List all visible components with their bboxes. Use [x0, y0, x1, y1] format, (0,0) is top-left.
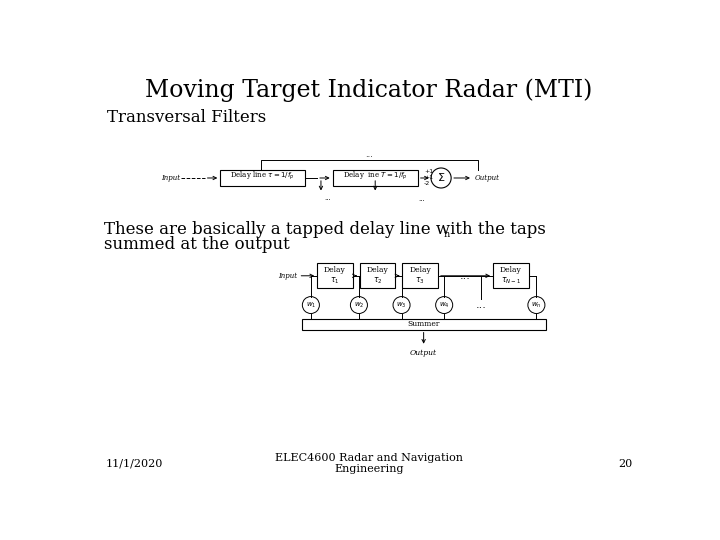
Text: ...: ... [365, 150, 373, 159]
Text: Delay
$\tau_1$: Delay $\tau_1$ [324, 266, 346, 286]
Text: Delay
$\tau_3$: Delay $\tau_3$ [409, 266, 431, 286]
FancyBboxPatch shape [402, 264, 438, 288]
Text: +1: +1 [424, 175, 433, 180]
Text: ...: ... [476, 300, 487, 310]
Text: Summer: Summer [408, 320, 440, 328]
Text: $w_2$: $w_2$ [354, 300, 364, 309]
Text: Delay
$\tau_2$: Delay $\tau_2$ [366, 266, 388, 286]
Text: $w_3$: $w_3$ [396, 300, 407, 309]
Text: ELEC4600 Radar and Navigation
Engineering: ELEC4600 Radar and Navigation Engineerin… [275, 453, 463, 475]
FancyBboxPatch shape [302, 319, 546, 330]
Text: Input: Input [161, 174, 181, 182]
Text: +1: +1 [424, 170, 433, 174]
Text: $w_n$: $w_n$ [531, 300, 541, 309]
Text: Transversal Filters: Transversal Filters [107, 110, 266, 126]
Text: $w_1$: $w_1$ [306, 300, 316, 309]
Text: Delay  ine $T = 1/f_p$: Delay ine $T = 1/f_p$ [343, 170, 408, 182]
Text: Input: Input [279, 272, 297, 280]
FancyBboxPatch shape [317, 264, 353, 288]
FancyBboxPatch shape [220, 170, 305, 186]
FancyBboxPatch shape [333, 170, 418, 186]
Text: -2: -2 [424, 181, 431, 186]
Text: These are basically a tapped delay line with the taps: These are basically a tapped delay line … [104, 221, 546, 238]
Text: ...: ... [418, 197, 425, 202]
Text: 11/1/2020: 11/1/2020 [106, 458, 163, 469]
Text: 20: 20 [618, 458, 632, 469]
Text: $w_4$: $w_4$ [439, 300, 449, 309]
FancyBboxPatch shape [493, 264, 528, 288]
Text: Moving Target Indicator Radar (MTI): Moving Target Indicator Radar (MTI) [145, 79, 593, 102]
Text: Σ: Σ [438, 173, 444, 183]
Text: summed at the output: summed at the output [104, 236, 289, 253]
Text: ...: ... [460, 271, 471, 281]
Text: Delay line $\tau = 1/f_p$: Delay line $\tau = 1/f_p$ [230, 170, 295, 182]
Text: Output: Output [474, 174, 500, 182]
FancyBboxPatch shape [360, 264, 395, 288]
Text: n: n [444, 231, 450, 239]
Text: Delay
$\tau_{N-1}$: Delay $\tau_{N-1}$ [500, 266, 522, 286]
Text: ...: ... [324, 195, 330, 201]
Text: Output: Output [410, 349, 437, 357]
